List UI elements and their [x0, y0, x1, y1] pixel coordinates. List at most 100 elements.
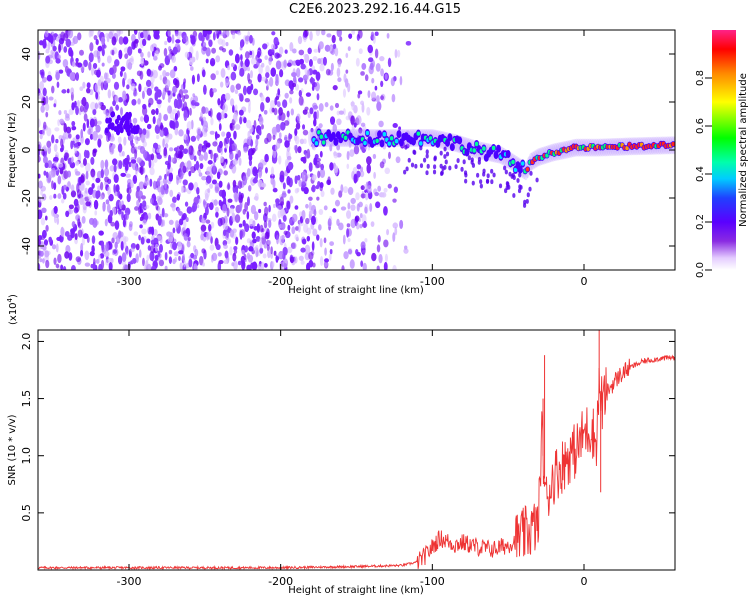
noise-speckle — [234, 53, 240, 64]
colorbar-tick-label: 0.0 — [695, 262, 706, 278]
noise-speckle — [105, 32, 110, 39]
ridge-speckle — [516, 178, 520, 183]
noise-speckle — [138, 249, 142, 258]
noise-speckle — [57, 193, 62, 200]
noise-speckle — [256, 223, 260, 233]
noise-speckle — [190, 35, 196, 45]
noise-speckle — [212, 31, 216, 41]
noise-speckle — [270, 173, 275, 180]
noise-speckle — [53, 213, 57, 224]
noise-speckle — [201, 69, 206, 78]
noise-speckle — [320, 163, 325, 171]
noise-speckle — [313, 118, 317, 127]
colorbar-tick-label: 0.4 — [695, 166, 706, 182]
noise-speckle — [169, 48, 173, 55]
noise-speckle — [68, 252, 73, 261]
noise-speckle — [223, 259, 228, 264]
noise-speckle — [171, 34, 175, 44]
noise-speckle — [101, 240, 104, 251]
noise-speckle — [82, 122, 86, 132]
noise-speckle — [38, 209, 43, 220]
noise-speckle — [39, 81, 44, 91]
noise-speckle — [298, 255, 304, 261]
noise-speckle — [105, 241, 110, 252]
noise-speckle — [378, 120, 384, 128]
noise-speckle — [99, 194, 104, 200]
noise-speckle — [227, 238, 232, 245]
noise-speckle — [353, 122, 357, 128]
noise-speckle — [60, 226, 65, 237]
noise-speckle — [391, 93, 396, 103]
noise-speckle — [244, 51, 250, 60]
ridge-core — [511, 159, 515, 165]
noise-speckle — [356, 251, 361, 257]
noise-speckle — [45, 55, 51, 64]
ridge-speckle — [423, 157, 427, 163]
noise-speckle — [157, 186, 162, 193]
noise-speckle — [56, 236, 62, 242]
noise-speckle — [100, 159, 105, 170]
noise-speckle — [77, 218, 81, 228]
noise-speckle — [163, 213, 169, 218]
noise-speckle — [75, 134, 80, 140]
noise-speckle — [108, 193, 114, 202]
noise-speckle — [103, 251, 110, 258]
noise-speckle — [226, 131, 232, 139]
noise-speckle — [275, 143, 278, 152]
noise-speckle — [370, 91, 377, 101]
noise-speckle — [151, 265, 157, 270]
noise-speckle — [357, 90, 363, 95]
ridge-blob — [377, 130, 383, 139]
noise-speckle — [204, 206, 209, 216]
noise-speckle — [56, 217, 60, 225]
ridge-speckle — [467, 155, 471, 161]
noise-speckle — [135, 243, 140, 251]
noise-speckle — [346, 150, 350, 161]
noise-speckle — [284, 49, 288, 54]
noise-speckle — [286, 200, 291, 210]
ridge-speckle — [433, 164, 437, 170]
noise-speckle — [39, 250, 44, 257]
noise-speckle — [164, 265, 168, 270]
noise-speckle — [275, 95, 280, 100]
noise-speckle — [118, 160, 123, 170]
noise-speckle — [187, 236, 191, 242]
noise-speckle — [202, 30, 208, 38]
noise-speckle — [336, 144, 341, 151]
noise-speckle — [252, 238, 257, 244]
noise-speckle — [214, 182, 220, 192]
ridge-blob — [457, 136, 463, 145]
ridge-blob — [333, 137, 339, 146]
noise-speckle — [271, 43, 276, 50]
noise-speckle — [395, 156, 401, 164]
noise-speckle — [104, 159, 109, 169]
noise-speckle — [112, 100, 116, 107]
noise-speckle — [107, 257, 112, 262]
ridge-core — [321, 140, 326, 145]
noise-speckle — [118, 49, 123, 60]
noise-speckle — [194, 248, 199, 257]
noise-speckle — [303, 223, 309, 233]
ridge-speckle — [443, 146, 447, 152]
ridge-core — [314, 141, 319, 146]
noise-speckle — [294, 134, 298, 142]
noise-speckle — [371, 252, 377, 262]
noise-speckle — [290, 256, 295, 264]
noise-speckle — [186, 206, 193, 214]
noise-speckle — [56, 81, 60, 88]
noise-speckle — [120, 107, 123, 116]
noise-speckle — [305, 217, 310, 225]
noise-speckle — [360, 122, 366, 127]
snr-scale-exp: 4 — [6, 297, 14, 302]
noise-speckle — [201, 248, 206, 254]
noise-speckle — [172, 46, 178, 55]
noise-speckle — [193, 263, 198, 270]
ridge-core — [482, 146, 486, 151]
noise-speckle — [168, 219, 174, 225]
noise-speckle — [228, 49, 234, 56]
noise-speckle — [308, 201, 312, 211]
noise-speckle — [216, 171, 221, 180]
noise-speckle — [387, 57, 392, 68]
signal-patch — [111, 111, 116, 118]
noise-speckle — [318, 209, 324, 215]
